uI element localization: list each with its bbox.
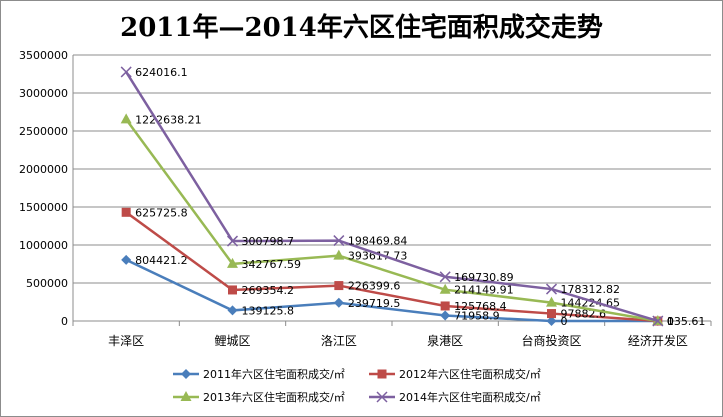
legend-label: 2012年六区住宅面积成交/㎡ — [399, 367, 541, 381]
data-point — [121, 207, 131, 217]
chart-title: 2011年—2014年六区住宅面积成交走势 — [120, 13, 603, 43]
data-label: 135.61 — [667, 315, 706, 328]
data-point — [377, 369, 387, 379]
x-tick-label: 丰泽区 — [108, 334, 144, 348]
data-point — [545, 283, 558, 295]
y-tick-label: 0 — [61, 315, 68, 328]
data-label: 0 — [561, 315, 568, 328]
data-point — [546, 316, 557, 326]
data-label: 239719.5 — [348, 297, 401, 310]
data-point — [228, 285, 237, 295]
data-label: 269354.2 — [242, 284, 295, 297]
data-point — [181, 369, 191, 379]
x-tick-label: 洛江区 — [321, 333, 357, 348]
y-tick-label: 3000000 — [19, 87, 68, 100]
y-tick-label: 1500000 — [19, 201, 68, 214]
y-tick-label: 500000 — [26, 277, 68, 290]
data-label: 625725.8 — [135, 206, 188, 219]
data-label: 178312.82 — [561, 283, 621, 296]
data-label: 125768.4 — [454, 300, 507, 313]
data-point — [652, 315, 664, 327]
legend-label: 2011年六区住宅面积成交/㎡ — [203, 367, 345, 381]
series-line — [125, 118, 659, 323]
data-label: 1222638.21 — [135, 113, 201, 126]
data-label: 624016.1 — [135, 66, 188, 79]
x-tick-label: 鲤城区 — [214, 334, 250, 348]
data-point — [333, 249, 345, 260]
series-line — [125, 71, 659, 323]
y-tick-label: 1000000 — [19, 239, 68, 252]
data-point — [440, 310, 451, 321]
data-point — [439, 271, 451, 283]
series-line — [125, 211, 658, 323]
data-label: 804421.2 — [135, 254, 188, 267]
legend-label: 2014年六区住宅面积成交/㎡ — [399, 390, 541, 404]
data-point — [120, 66, 132, 78]
x-tick-label: 台商投资区 — [521, 333, 581, 348]
data-point — [227, 257, 238, 268]
data-label: 226399.6 — [348, 280, 401, 293]
legend-label: 2013年六区住宅面积成交/㎡ — [203, 390, 345, 404]
data-point — [120, 113, 132, 124]
data-label: 0 — [667, 315, 674, 328]
data-label: 198469.84 — [348, 235, 408, 248]
y-tick-label: 2000000 — [19, 163, 68, 176]
data-point — [376, 391, 388, 403]
series-line — [125, 258, 658, 323]
x-tick-label: 泉港区 — [427, 334, 463, 348]
data-point — [546, 296, 557, 307]
data-label: 0 — [667, 315, 674, 328]
data-point — [333, 297, 344, 308]
data-point — [180, 391, 192, 401]
data-point — [121, 254, 132, 265]
y-tick-label: 2500000 — [19, 125, 68, 138]
data-point — [333, 235, 345, 247]
data-point — [439, 283, 451, 294]
data-label: 342767.59 — [242, 258, 302, 271]
data-point — [440, 301, 450, 311]
data-label: 0 — [667, 315, 674, 328]
data-label: 214149.91 — [454, 284, 513, 297]
data-point — [226, 235, 239, 247]
data-point — [227, 305, 238, 316]
data-point — [334, 281, 344, 291]
data-label: 300798.7 — [242, 235, 295, 248]
data-label: 139125.8 — [242, 304, 295, 317]
data-point — [547, 309, 556, 319]
data-label: 169730.89 — [454, 271, 513, 284]
y-tick-label: 3500000 — [19, 49, 68, 62]
data-label: 71958.9 — [454, 310, 500, 323]
x-tick-label: 经济开发区 — [628, 333, 688, 348]
